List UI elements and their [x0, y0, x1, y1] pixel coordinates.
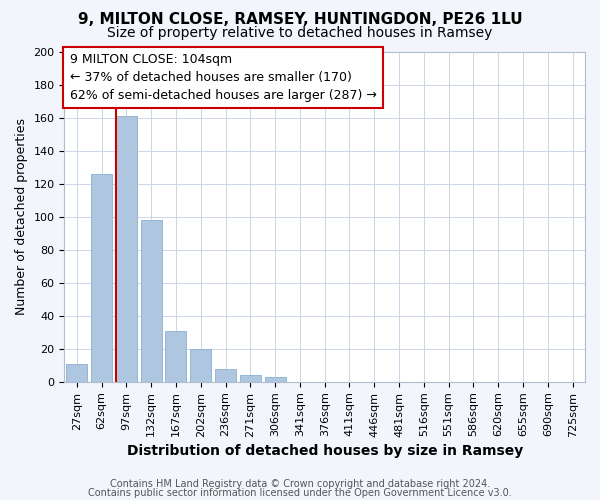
Bar: [265, 377, 286, 382]
X-axis label: Distribution of detached houses by size in Ramsey: Distribution of detached houses by size …: [127, 444, 523, 458]
Bar: [215, 368, 236, 382]
Text: 9 MILTON CLOSE: 104sqm
← 37% of detached houses are smaller (170)
62% of semi-de: 9 MILTON CLOSE: 104sqm ← 37% of detached…: [70, 53, 376, 102]
Bar: [190, 349, 211, 382]
Bar: [240, 375, 261, 382]
Bar: [91, 174, 112, 382]
Text: Contains HM Land Registry data © Crown copyright and database right 2024.: Contains HM Land Registry data © Crown c…: [110, 479, 490, 489]
Text: 9, MILTON CLOSE, RAMSEY, HUNTINGDON, PE26 1LU: 9, MILTON CLOSE, RAMSEY, HUNTINGDON, PE2…: [77, 12, 523, 28]
Text: Size of property relative to detached houses in Ramsey: Size of property relative to detached ho…: [107, 26, 493, 40]
Text: Contains public sector information licensed under the Open Government Licence v3: Contains public sector information licen…: [88, 488, 512, 498]
Bar: [140, 220, 162, 382]
Y-axis label: Number of detached properties: Number of detached properties: [15, 118, 28, 315]
Bar: [166, 330, 187, 382]
Bar: [116, 116, 137, 382]
Bar: [66, 364, 88, 382]
